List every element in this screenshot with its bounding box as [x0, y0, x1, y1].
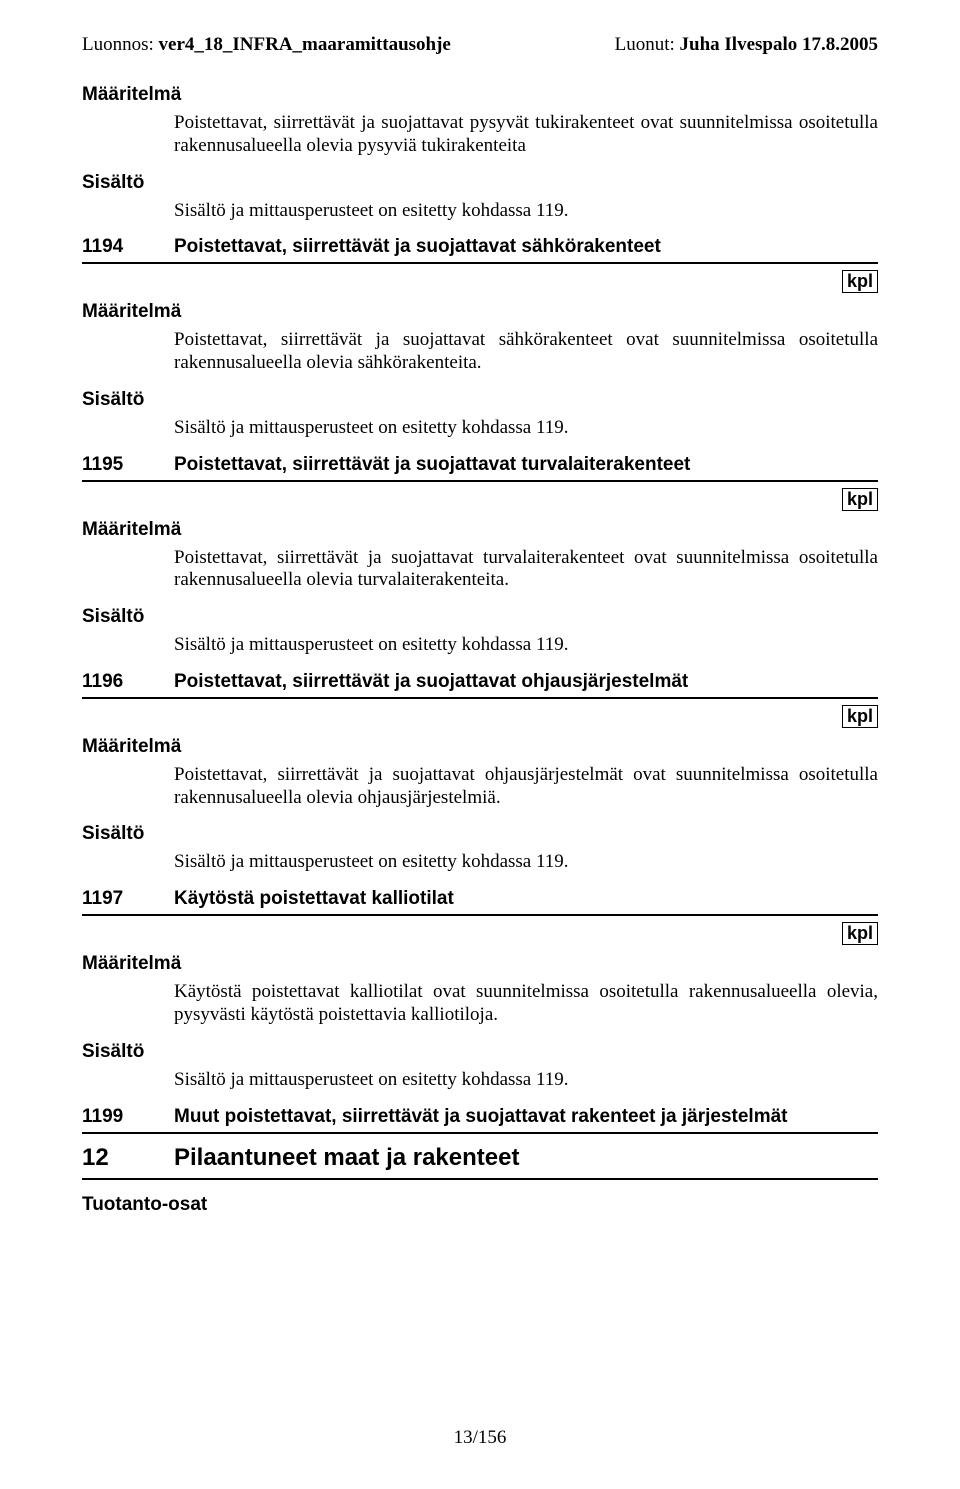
entry-heading-1194: 1194 Poistettavat, siirrettävät ja suoja… — [82, 236, 878, 264]
page-number: 13/156 — [0, 1427, 960, 1449]
header-left-value: ver4_18_INFRA_maaramittausohje — [159, 34, 451, 55]
header-right-label: Luonut: — [615, 34, 680, 55]
section-title: Pilaantuneet maat ja rakenteet — [174, 1144, 519, 1172]
unit-row: kpl — [82, 922, 878, 945]
tuotanto-label: Tuotanto-osat — [82, 1194, 878, 1216]
maaritelma-label: Määritelmä — [82, 301, 878, 323]
entry-code: 1197 — [82, 888, 174, 910]
sisalto-label: Sisältö — [82, 1041, 878, 1063]
entry-title: Poistettavat, siirrettävät ja suojattava… — [174, 671, 878, 693]
sisalto-label: Sisältö — [82, 606, 878, 628]
entry-def-text: Poistettavat, siirrettävät ja suojattava… — [174, 764, 878, 810]
header-right-value: Juha Ilvespalo 17.8.2005 — [680, 34, 878, 55]
entry-code: 1194 — [82, 236, 174, 258]
entry-def-text: Käytöstä poistettavat kalliotilat ovat s… — [174, 981, 878, 1027]
unit-row: kpl — [82, 488, 878, 511]
unit-row: kpl — [82, 705, 878, 728]
entry-heading-1197: 1197 Käytöstä poistettavat kalliotilat — [82, 888, 878, 916]
maaritelma-label: Määritelmä — [82, 736, 878, 758]
entry-title: Muut poistettavat, siirrettävät ja suoja… — [174, 1106, 878, 1128]
header-left: Luonnos: ver4_18_INFRA_maaramittausohje — [82, 34, 451, 56]
entry-heading-1195: 1195 Poistettavat, siirrettävät ja suoja… — [82, 454, 878, 482]
intro-sis-text: Sisältö ja mittausperusteet on esitetty … — [174, 200, 878, 223]
entry-heading-1196: 1196 Poistettavat, siirrettävät ja suoja… — [82, 671, 878, 699]
sisalto-label: Sisältö — [82, 172, 878, 194]
sisalto-label: Sisältö — [82, 389, 878, 411]
entry-def-text: Poistettavat, siirrettävät ja suojattava… — [174, 547, 878, 593]
entry-def-text: Poistettavat, siirrettävät ja suojattava… — [174, 329, 878, 375]
entry-code: 1195 — [82, 454, 174, 476]
entry-sis-text: Sisältö ja mittausperusteet on esitetty … — [174, 417, 878, 440]
entry-sis-text: Sisältö ja mittausperusteet on esitetty … — [174, 634, 878, 657]
entry-code: 1196 — [82, 671, 174, 693]
header-left-label: Luonnos: — [82, 34, 159, 55]
section-heading-12: 12 Pilaantuneet maat ja rakenteet — [82, 1144, 878, 1180]
section-code: 12 — [82, 1144, 174, 1172]
entry-title: Käytöstä poistettavat kalliotilat — [174, 888, 878, 910]
entry-title: Poistettavat, siirrettävät ja suojattava… — [174, 454, 878, 476]
entry-title: Poistettavat, siirrettävät ja suojattava… — [174, 236, 878, 258]
entry-sis-text: Sisältö ja mittausperusteet on esitetty … — [174, 1069, 878, 1092]
maaritelma-label: Määritelmä — [82, 519, 878, 541]
unit-row: kpl — [82, 270, 878, 293]
page: Luonnos: ver4_18_INFRA_maaramittausohje … — [0, 0, 960, 1489]
unit-box: kpl — [842, 922, 878, 945]
maaritelma-label: Määritelmä — [82, 84, 878, 106]
unit-box: kpl — [842, 270, 878, 293]
entry-code: 1199 — [82, 1106, 174, 1128]
page-header: Luonnos: ver4_18_INFRA_maaramittausohje … — [82, 34, 878, 56]
maaritelma-label: Määritelmä — [82, 953, 878, 975]
sisalto-label: Sisältö — [82, 823, 878, 845]
entry-heading-1199: 1199 Muut poistettavat, siirrettävät ja … — [82, 1106, 878, 1134]
intro-def-text: Poistettavat, siirrettävät ja suojattava… — [174, 112, 878, 158]
unit-box: kpl — [842, 705, 878, 728]
unit-box: kpl — [842, 488, 878, 511]
header-right: Luonut: Juha Ilvespalo 17.8.2005 — [615, 34, 878, 56]
entry-sis-text: Sisältö ja mittausperusteet on esitetty … — [174, 851, 878, 874]
